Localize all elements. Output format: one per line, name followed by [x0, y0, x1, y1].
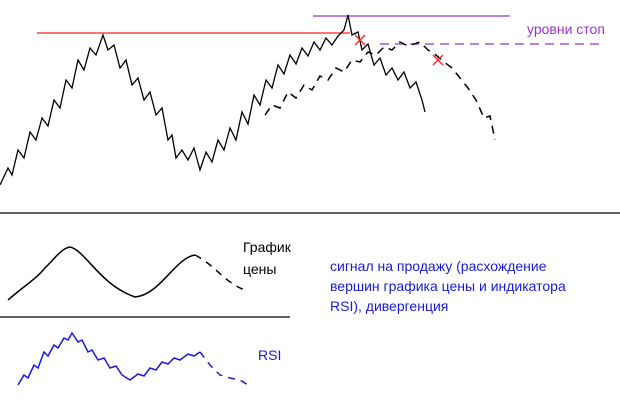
signal-text: RSI), дивергенция — [330, 298, 448, 314]
price-chart-label: График — [243, 239, 292, 255]
signal-text: сигнал на продажу (расхождение — [330, 258, 547, 274]
price-curve — [7, 246, 196, 301]
signal-text: вершин графика цены и индикатора — [330, 278, 566, 294]
price-chart-label: цены — [243, 261, 276, 277]
stop-levels-label: уровни стоп — [527, 21, 605, 37]
rsi-label: RSI — [258, 347, 281, 363]
indicator-dashed — [264, 41, 496, 141]
price-curve-dashed — [194, 254, 246, 291]
rsi-line — [17, 331, 201, 386]
sell-markers — [354, 34, 444, 66]
rsi-dashed — [199, 351, 249, 386]
price-zigzag — [0, 14, 426, 186]
